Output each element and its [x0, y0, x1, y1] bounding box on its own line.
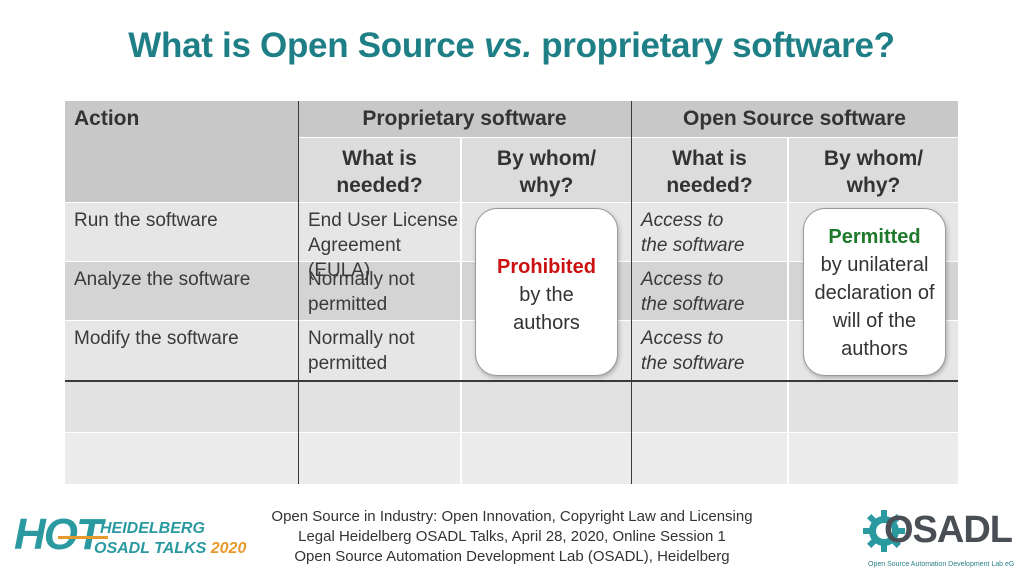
row2-prop-needed: Normally not permitted — [308, 269, 415, 315]
title-vs: vs. — [484, 26, 532, 65]
row2-os-needed: Access to the software — [641, 269, 745, 315]
row1-action: Run the software — [74, 210, 218, 231]
col-divider — [460, 138, 462, 484]
osadl-subtitle: Open Source Automation Development Lab e… — [868, 561, 1015, 568]
col-divider-dark — [631, 101, 632, 484]
subheader-os-what-cell — [632, 138, 788, 202]
prohibited-text: by the authors — [513, 284, 580, 334]
osadl-logo: OSADL Open Source Automation Development… — [858, 505, 1018, 573]
subheader-os-what: What is needed? — [666, 147, 753, 197]
row3-action: Modify the software — [74, 328, 239, 349]
subheader-prop-bywhom: By whom/ why? — [496, 147, 597, 197]
prohibited-callout: Prohibited by the authors — [475, 208, 618, 376]
row3-prop-needed: Normally not permitted — [308, 328, 415, 374]
row2-action: Analyze the software — [74, 269, 251, 290]
header-action-cell — [65, 101, 298, 202]
header-proprietary-cell — [298, 101, 631, 137]
col-divider — [787, 138, 789, 484]
row-divider — [298, 137, 958, 138]
footer-text: Open Source in Industry: Open Innovation… — [262, 507, 762, 567]
permitted-callout: Permitted by unilateral declaration of w… — [803, 208, 946, 376]
hot-logo-line1: HEIDELBERG — [100, 520, 205, 537]
subheader-os-bywhom: By whom/ why? — [823, 147, 924, 197]
table-row-empty-1 — [65, 382, 958, 432]
header-action: Action — [74, 107, 140, 130]
hot-logo-talks: OSADL TALKS — [94, 540, 207, 557]
footer-line-2: Legal Heidelberg OSADL Talks, April 28, … — [298, 528, 726, 545]
header-proprietary: Proprietary software — [362, 107, 567, 130]
subheader-os-bywhom-cell — [789, 138, 958, 202]
permitted-text: by unilateral declaration of will of the… — [814, 254, 935, 360]
prohibited-label: Prohibited — [497, 256, 596, 278]
header-opensource: Open Source software — [683, 107, 906, 130]
row-divider — [65, 432, 958, 433]
permitted-label: Permitted — [828, 226, 921, 248]
hot-logo-mark: HOT — [14, 510, 103, 559]
subheader-prop-what: What is needed? — [336, 147, 423, 197]
subheader-prop-bywhom-cell — [462, 138, 631, 202]
hot-logo-underline — [58, 536, 108, 539]
heidelberg-osadl-talks-logo: HOT HEIDELBERG OSADL TALKS 2020 — [14, 510, 246, 562]
hot-logo-line2: OSADL TALKS 2020 — [94, 540, 246, 558]
row1-prop-needed: End User License Agreement (EULA) — [308, 210, 458, 281]
gear-icon — [863, 510, 905, 552]
row1-os-needed: Access to the software — [641, 210, 745, 256]
comparison-table: Action Proprietary software Open Source … — [65, 101, 958, 484]
footer-line-1: Open Source in Industry: Open Innovation… — [271, 508, 753, 525]
row-divider-dark — [65, 380, 958, 382]
title-part1: What is Open Source — [128, 26, 485, 65]
hot-logo-year: 2020 — [210, 540, 247, 557]
osadl-wordmark: OSADL — [884, 509, 1013, 551]
col-divider-dark — [298, 101, 299, 484]
slide-title: What is Open Source vs. proprietary soft… — [0, 26, 1023, 66]
table-row-empty-2 — [65, 433, 958, 484]
header-opensource-cell — [631, 101, 958, 137]
footer-line-3: Open Source Automation Development Lab (… — [294, 548, 730, 565]
title-part3: proprietary software? — [531, 26, 895, 65]
subheader-prop-what-cell — [298, 138, 461, 202]
row3-os-needed: Access to the software — [641, 328, 745, 374]
